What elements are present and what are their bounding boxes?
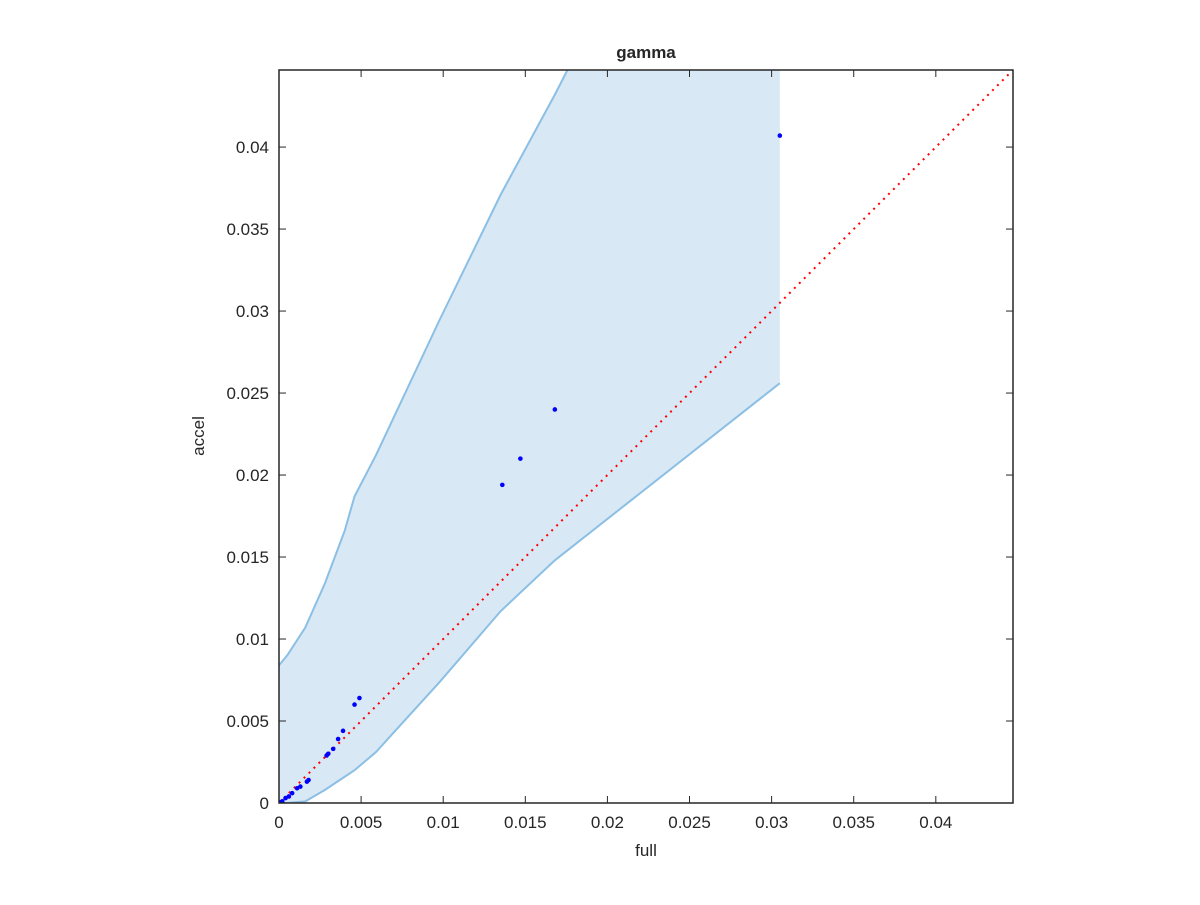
y-tick-label: 0.015 xyxy=(226,548,269,567)
x-tick-label: 0.015 xyxy=(504,813,547,832)
data-point xyxy=(330,746,336,752)
data-point xyxy=(777,133,783,138)
y-tick-label: 0.005 xyxy=(226,712,269,731)
y-tick-label: 0.01 xyxy=(236,630,269,649)
y-tick-label: 0.025 xyxy=(226,384,269,403)
x-tick-label: 0.005 xyxy=(340,813,383,832)
data-point xyxy=(289,790,295,796)
confidence-band xyxy=(279,70,780,803)
y-tick-label: 0.04 xyxy=(236,138,269,157)
reference-line xyxy=(279,70,1013,803)
data-point xyxy=(340,728,346,734)
axes-box xyxy=(278,69,1014,804)
data-point xyxy=(324,753,329,758)
x-tick-label: 0.02 xyxy=(591,813,624,832)
x-tick-label: 0 xyxy=(274,813,283,832)
data-point xyxy=(294,785,300,791)
plot-area xyxy=(279,70,1013,803)
y-axis-label: accel xyxy=(189,416,208,456)
y-tick-label: 0.02 xyxy=(236,466,269,485)
data-point xyxy=(304,779,310,784)
y-tick-label: 0 xyxy=(260,794,269,813)
band-lower-edge xyxy=(279,382,781,803)
data-point xyxy=(352,702,357,707)
data-point xyxy=(357,695,362,701)
data-point xyxy=(335,736,341,742)
x-tick-label: 0.025 xyxy=(668,813,711,832)
band-upper-edge xyxy=(279,70,569,666)
x-tick-label: 0.035 xyxy=(832,813,875,832)
x-tick-label: 0.01 xyxy=(427,813,460,832)
chart-title: gamma xyxy=(616,43,676,62)
data-point xyxy=(552,407,558,412)
data-point xyxy=(518,456,523,461)
x-axis-label: full xyxy=(635,841,657,860)
data-point xyxy=(500,482,505,488)
y-tick-label: 0.035 xyxy=(226,220,269,239)
x-tick-label: 0.03 xyxy=(755,813,788,832)
y-tick-label: 0.03 xyxy=(236,302,269,321)
data-point xyxy=(283,795,288,801)
x-tick-label: 0.04 xyxy=(919,813,952,832)
